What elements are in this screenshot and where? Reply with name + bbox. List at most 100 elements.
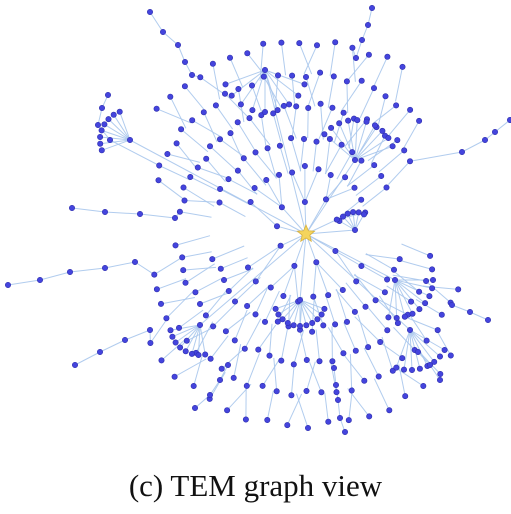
graph-node xyxy=(181,267,186,272)
graph-node xyxy=(265,146,270,151)
graph-node xyxy=(193,290,198,295)
graph-edge xyxy=(245,319,261,349)
graph-node xyxy=(274,224,279,229)
graph-node xyxy=(285,320,290,325)
graph-edge xyxy=(361,265,387,280)
graph-edge xyxy=(313,262,316,296)
graph-edge xyxy=(398,260,432,269)
graph-node xyxy=(147,9,152,14)
graph-node xyxy=(340,287,345,292)
graph-node xyxy=(289,393,294,398)
graph-node xyxy=(213,103,218,108)
graph-node xyxy=(231,375,236,380)
graph-edge xyxy=(328,327,343,353)
graph-node xyxy=(159,358,164,363)
graph-node xyxy=(456,287,461,292)
graph-node xyxy=(276,312,281,317)
graph-node xyxy=(362,378,367,383)
graph-edge xyxy=(200,325,205,355)
graph-node xyxy=(260,383,265,388)
graph-node xyxy=(422,300,427,305)
graph-edge xyxy=(194,356,203,386)
graph-node xyxy=(106,116,111,121)
graph-edge xyxy=(358,315,368,347)
graph-node xyxy=(294,104,299,109)
graph-node xyxy=(102,122,107,127)
graph-node xyxy=(232,299,237,304)
graph-node xyxy=(188,174,193,179)
graph-node xyxy=(350,209,355,214)
graph-edge xyxy=(200,77,226,95)
graph-node xyxy=(373,298,378,303)
graph-edge xyxy=(212,246,244,259)
graph-node xyxy=(314,260,319,265)
graph-edge xyxy=(316,330,319,362)
graph-node xyxy=(369,5,374,10)
graph-node xyxy=(334,217,339,222)
graph-node xyxy=(178,127,183,132)
graph-edge xyxy=(310,362,322,392)
graph-node xyxy=(289,73,294,78)
graph-node xyxy=(203,352,208,357)
graph-node xyxy=(448,353,453,358)
graph-node xyxy=(304,323,309,328)
graph-edge xyxy=(268,148,277,178)
graph-edge xyxy=(287,394,301,425)
graph-node xyxy=(346,417,351,422)
graph-node xyxy=(102,209,107,214)
graph-node xyxy=(37,277,42,282)
graph-node xyxy=(296,93,301,98)
graph-edge xyxy=(166,292,192,318)
graph-node xyxy=(309,329,314,334)
graph-node xyxy=(72,362,77,367)
graph-node xyxy=(401,367,406,372)
graph-node xyxy=(241,156,246,161)
graph-edge xyxy=(250,118,271,145)
graph-node xyxy=(345,118,350,123)
graph-node xyxy=(210,324,215,329)
graph-node xyxy=(400,355,405,360)
graph-node xyxy=(337,121,342,126)
graph-edge xyxy=(395,280,413,314)
graph-node xyxy=(182,198,187,203)
graph-node xyxy=(181,185,186,190)
graph-node xyxy=(223,329,228,334)
graph-edge xyxy=(186,264,215,283)
graph-node xyxy=(306,105,311,110)
graph-edge xyxy=(185,86,205,110)
graph-node xyxy=(427,362,432,367)
graph-node xyxy=(191,383,196,388)
graph-node xyxy=(322,306,327,311)
graph-edge xyxy=(328,76,334,108)
figure-caption: (c) TEM graph view xyxy=(0,468,511,504)
graph-node xyxy=(330,105,335,110)
graph-node xyxy=(327,136,332,141)
graph-edge xyxy=(226,70,266,84)
graph-node xyxy=(288,135,293,140)
graph-node xyxy=(172,215,177,220)
graph-node xyxy=(339,142,344,147)
graph-node xyxy=(182,59,187,64)
graph-node xyxy=(227,55,232,60)
graph-node xyxy=(304,357,309,362)
graph-node xyxy=(244,303,249,308)
graph-node xyxy=(429,267,434,272)
graph-node xyxy=(384,277,389,282)
graph-node xyxy=(344,319,349,324)
graph-edge xyxy=(274,358,277,391)
graph-node xyxy=(323,197,328,202)
graph-node xyxy=(342,429,347,434)
graph-edge xyxy=(336,290,355,312)
graph-node xyxy=(333,382,338,387)
graph-node xyxy=(507,117,511,122)
graph-node xyxy=(303,74,308,79)
graph-edge xyxy=(206,159,225,182)
graph-node xyxy=(485,317,490,322)
graph-edge xyxy=(388,161,410,184)
graph-node xyxy=(223,82,228,87)
graph-edge xyxy=(213,64,220,100)
graph-edge xyxy=(355,274,376,300)
graph-node xyxy=(244,383,249,388)
node-layer xyxy=(5,5,511,434)
graph-node xyxy=(204,156,209,161)
